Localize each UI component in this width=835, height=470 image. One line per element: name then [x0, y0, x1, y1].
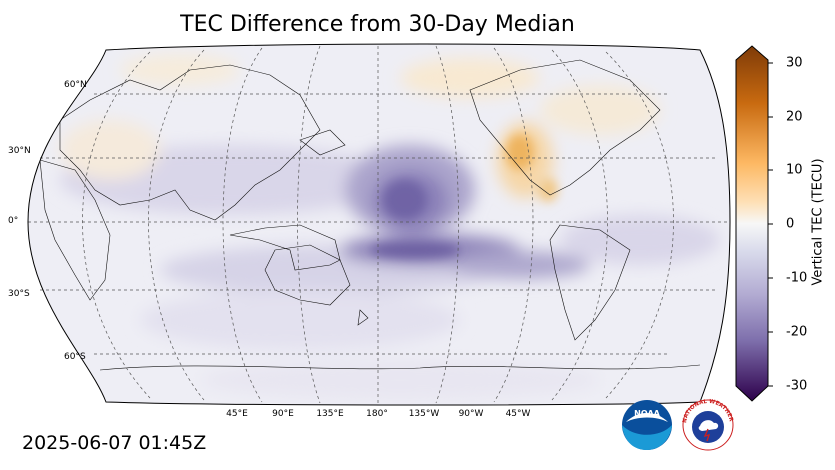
lon-label-135e: 135°E — [316, 409, 344, 419]
anomaly-cores — [370, 134, 558, 258]
lon-label-135w: 135°W — [408, 409, 440, 419]
colorbar-tick-neg30: -30 — [786, 378, 808, 394]
colorbar-tick-10: 10 — [786, 162, 803, 178]
colorbar-tick-30: 30 — [786, 55, 803, 71]
lon-label-90e: 90°E — [272, 409, 294, 419]
lon-label-45e: 45°E — [226, 409, 248, 419]
colorbar-tick-neg20: -20 — [786, 324, 808, 340]
lat-label-60s: 60°S — [64, 352, 86, 362]
colorbar-tick-20: 20 — [786, 109, 803, 125]
noaa-logo: NOAA — [622, 400, 672, 450]
map-title: TEC Difference from 30-Day Median — [180, 12, 575, 37]
lat-label-60n: 60°N — [64, 80, 87, 90]
lon-label-90w: 90°W — [458, 409, 484, 419]
lon-label-180: 180° — [366, 409, 388, 419]
graticule — [28, 45, 730, 404]
lat-label-30s: 30°S — [8, 289, 30, 299]
timestamp: 2025-06-07 01:45Z — [22, 432, 207, 454]
colorbar-tick-neg10: -10 — [786, 270, 808, 286]
lat-label-30n: 30°N — [8, 146, 31, 156]
lat-label-equator: 0° — [8, 216, 19, 226]
noaa-logo-text: NOAA — [634, 409, 660, 418]
colorbar-tick-0: 0 — [786, 216, 795, 232]
colorbar-label: Vertical TEC (TECU) — [810, 158, 826, 286]
nws-logo: NATIONAL WEATHER SERVICE — [680, 396, 734, 451]
colorbar — [735, 45, 773, 402]
lon-label-45w: 45°W — [505, 409, 531, 419]
